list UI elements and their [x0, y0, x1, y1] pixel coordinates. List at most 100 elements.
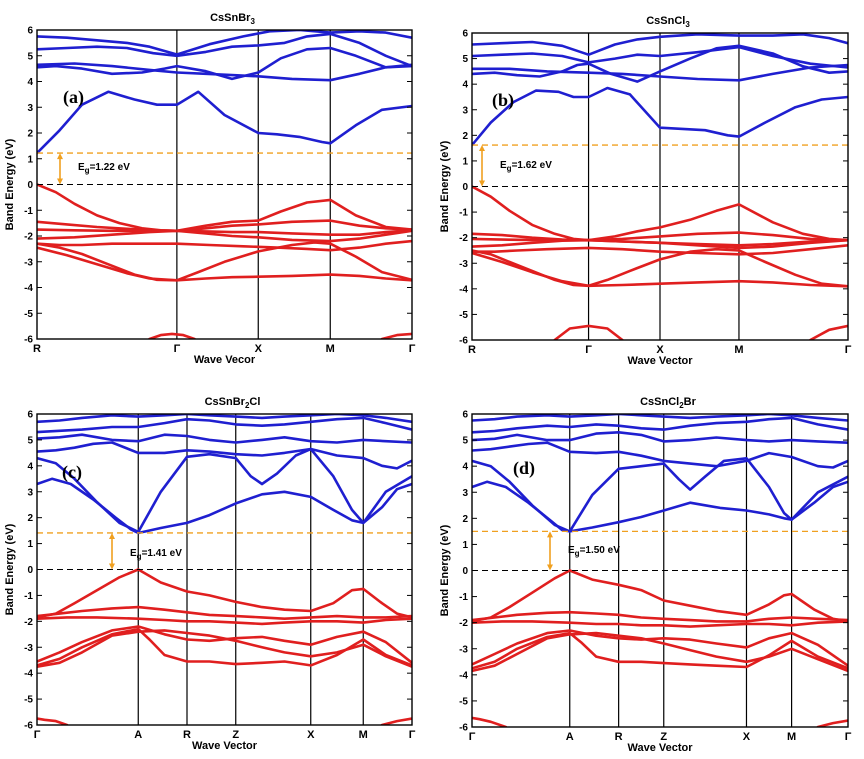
y-axis-label: Band Energy (eV)	[4, 138, 16, 230]
valence-band-line	[472, 629, 848, 668]
valence-band-line	[472, 251, 848, 288]
valence-band-line	[472, 620, 848, 628]
y-tick-label: 2	[462, 131, 468, 142]
title-subscript: 3	[250, 17, 255, 26]
y-tick-label: 5	[27, 435, 33, 446]
title-subscript: 2	[679, 401, 684, 410]
y-tick-label: 3	[462, 105, 468, 116]
conduction-band-line	[472, 430, 848, 445]
conduction-band-line	[472, 86, 848, 147]
title-suffix: Cl	[249, 396, 260, 408]
valence-band-line	[37, 717, 69, 725]
y-tick-label: -3	[459, 259, 468, 270]
kpoint-label: X	[743, 731, 751, 743]
gap-label-subscript: g	[575, 549, 580, 558]
kpoint-label: A	[134, 729, 142, 741]
panel-label: (b)	[492, 90, 514, 111]
y-tick-label: -2	[459, 233, 468, 244]
valence-band-line	[472, 631, 848, 670]
gap-label-subscript: g	[137, 552, 142, 561]
valence-band-line	[37, 239, 412, 252]
kpoint-label: Z	[660, 731, 667, 743]
title-subscript: 2	[245, 401, 250, 410]
chart-title: CsSnBr3	[210, 12, 255, 26]
y-tick-label: -4	[459, 670, 468, 681]
band-gap-label: Eg=1.41 eV	[130, 548, 182, 561]
chart-title: CsSnBr2Cl	[205, 396, 261, 410]
y-tick-label: -5	[459, 310, 468, 321]
valence-band-line	[148, 332, 196, 339]
kpoint-label: Γ	[585, 344, 592, 356]
y-tick-label: -1	[24, 206, 33, 217]
chart-title: CsSnCl3	[646, 15, 690, 29]
title-subscript: 3	[685, 20, 690, 29]
conduction-band-line	[37, 62, 412, 82]
gap-label-symbol: E	[500, 160, 507, 171]
conduction-band-line	[37, 30, 412, 56]
y-tick-label: 3	[27, 487, 33, 498]
y-tick-label: -3	[24, 257, 33, 268]
gap-label-value: =1.62 eV	[512, 160, 553, 171]
y-tick-label: -1	[24, 591, 33, 602]
kpoint-label: A	[566, 731, 574, 743]
band-gap-arrowhead-bottom	[109, 563, 115, 570]
y-tick-label: 5	[27, 51, 33, 62]
valence-band-line	[380, 717, 412, 725]
y-tick-label: 0	[462, 566, 468, 577]
chart-title: CsSnCl2Br	[640, 396, 697, 410]
band-gap-arrowhead-bottom	[479, 180, 485, 187]
y-tick-label: -5	[24, 695, 33, 706]
band-lines	[37, 30, 412, 339]
y-tick-label: -4	[24, 283, 33, 294]
plot-frame	[36, 413, 413, 726]
y-tick-label: 1	[462, 156, 468, 167]
conduction-band-line	[37, 441, 412, 470]
y-tick-label: -2	[459, 618, 468, 629]
y-tick-label: -4	[459, 284, 468, 295]
title-formula: CsSnCl	[640, 396, 679, 408]
y-tick-label: 1	[27, 154, 33, 165]
valence-band-line	[37, 616, 412, 626]
kpoint-label: R	[33, 343, 41, 355]
kpoint-label: Γ	[845, 344, 852, 356]
y-tick-label: -3	[459, 644, 468, 655]
valence-band-line	[472, 185, 848, 242]
y-tick-label: -2	[24, 232, 33, 243]
y-tick-label: -1	[459, 592, 468, 603]
x-axis-label: Wave Vecor	[194, 354, 256, 366]
y-tick-label: 6	[27, 26, 33, 37]
conduction-band-line	[472, 441, 848, 469]
valence-band-line	[553, 324, 624, 340]
panel-label: (d)	[513, 458, 535, 479]
valence-band-line	[472, 238, 848, 250]
band-gap-arrowhead-top	[547, 531, 553, 538]
valence-band-line	[472, 716, 508, 727]
conduction-band-line	[37, 433, 412, 444]
valence-band-line	[37, 605, 412, 621]
valence-band-line	[37, 229, 412, 243]
y-tick-label: 2	[462, 514, 468, 525]
title-formula: CsSnCl	[646, 15, 685, 27]
y-tick-label: -6	[459, 723, 468, 734]
y-tick-label: -5	[24, 309, 33, 320]
y-tick-label: 1	[27, 539, 33, 550]
y-axis-label: Band Energy (eV)	[4, 523, 16, 615]
y-tick-label: 3	[462, 488, 468, 499]
conduction-band-line	[472, 456, 848, 533]
y-tick-label: 6	[462, 29, 468, 40]
valence-band-line	[37, 219, 412, 233]
conduction-band-line	[472, 45, 848, 69]
kpoint-label: M	[326, 343, 335, 355]
x-axis-label: Wave Vector	[627, 355, 693, 367]
title-formula: CsSnBr	[210, 12, 251, 24]
kpoint-label: R	[468, 344, 476, 356]
kpoint-label: X	[307, 729, 315, 741]
valence-band-line	[472, 631, 848, 673]
conduction-band-line	[37, 447, 412, 534]
y-axis-label: Band Energy (eV)	[439, 524, 451, 616]
conduction-band-line	[472, 63, 848, 82]
band-gap-arrowhead-top	[479, 145, 485, 152]
valence-band-line	[472, 610, 848, 623]
